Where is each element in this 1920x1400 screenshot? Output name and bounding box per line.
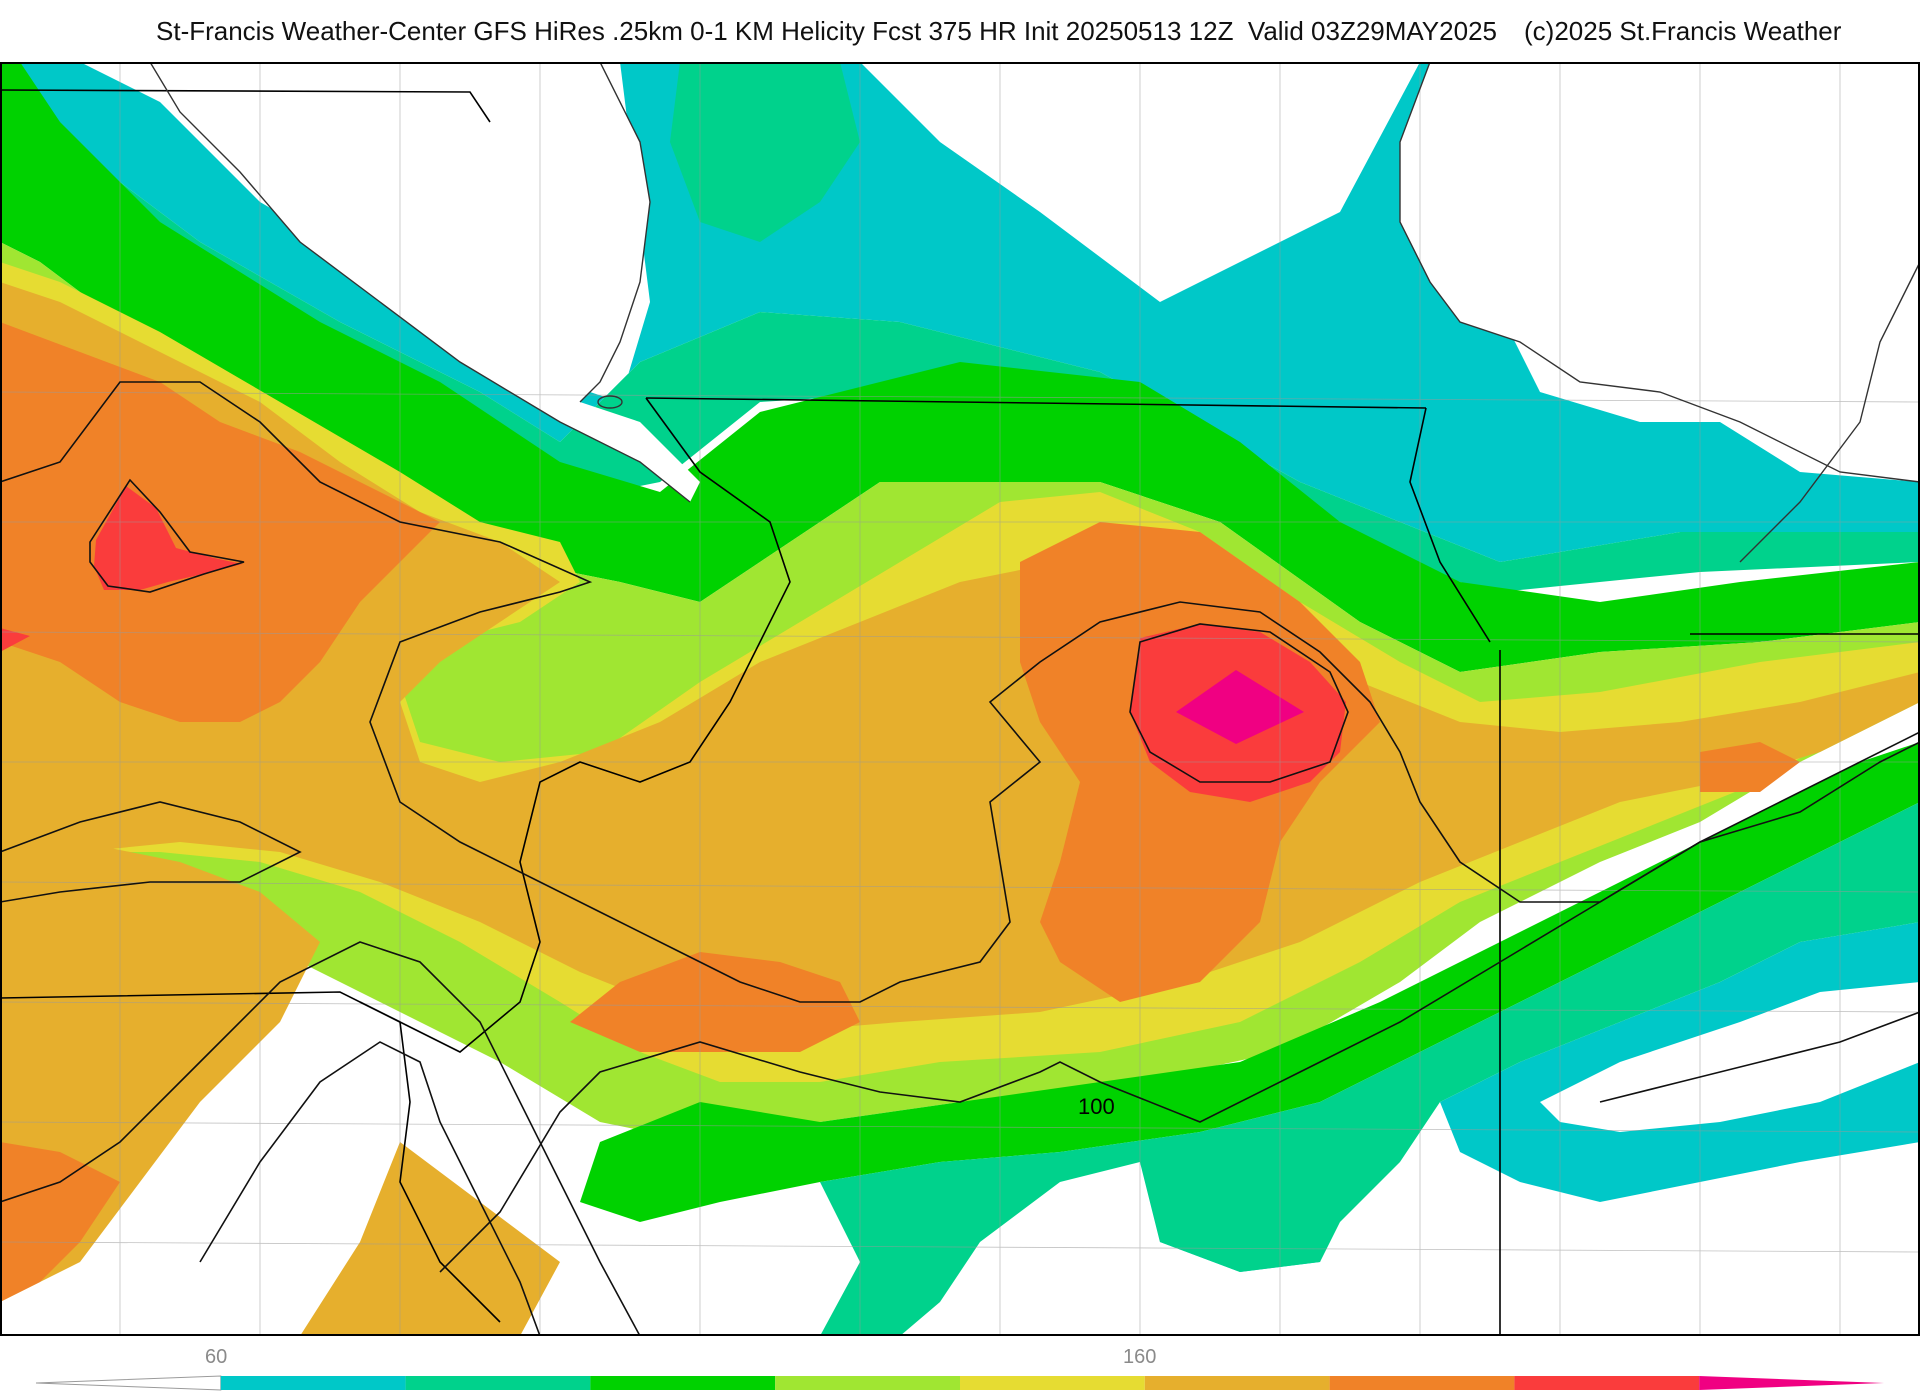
contour-line <box>0 801 302 903</box>
helicity-core-magenta <box>1176 670 1304 744</box>
map-title: St-Francis Weather-Center GFS HiRes .25k… <box>156 16 1497 46</box>
lake-region-east <box>1400 62 1920 482</box>
contour-line <box>89 478 245 593</box>
helicity-band-gold <box>0 282 1920 1336</box>
contour-line <box>439 731 1920 1273</box>
contour-line <box>1599 1011 1920 1103</box>
helicity-band-orange <box>0 322 1800 1302</box>
legend-swatch <box>1514 1376 1700 1390</box>
legend-swatch <box>35 1375 222 1391</box>
contour-line <box>199 1041 541 1336</box>
state-borders <box>0 89 1920 1336</box>
helicity-map: 100 <box>0 62 1920 1336</box>
legend-swatch <box>775 1376 960 1390</box>
legend-tick-label: 60 <box>205 1346 228 1368</box>
helicity-band-white-southeast <box>1540 982 1920 1132</box>
color-legend: 60 160 <box>0 1336 1920 1400</box>
legend-swatch <box>590 1376 776 1390</box>
legend-swatch <box>960 1376 1145 1390</box>
map-border <box>0 62 1920 1336</box>
county-lines <box>0 62 1920 1336</box>
contour-label: 100 <box>1078 1094 1115 1119</box>
contour-line <box>0 941 641 1336</box>
legend-swatches <box>35 1375 1884 1391</box>
helicity-contours <box>0 381 1920 1336</box>
helicity-band-cyan-south <box>1140 922 1920 1272</box>
legend-swatch <box>1329 1376 1515 1390</box>
legend-swatch <box>220 1376 406 1390</box>
coastlines <box>149 62 1920 563</box>
legend-swatch <box>405 1376 591 1390</box>
legend-swatch <box>1144 1376 1330 1390</box>
title-bar: St-Francis Weather-Center GFS HiRes .25k… <box>0 0 1920 62</box>
helicity-core-red-edge <box>0 628 30 652</box>
helicity-band-green-south <box>580 742 1920 1222</box>
helicity-core-red-west <box>94 486 242 590</box>
legend-swatch <box>1699 1376 1884 1390</box>
helicity-map-svg: 100 <box>0 62 1920 1336</box>
contour-line <box>0 381 1920 1003</box>
copyright-credit: (c)2025 St.Francis Weather <box>1524 16 1842 46</box>
contour-line <box>1129 623 1349 783</box>
helicity-band-teal-south <box>820 802 1920 1336</box>
helicity-band-green-north <box>0 62 1920 672</box>
legend-tick-label: 160 <box>1123 1346 1157 1368</box>
legend-colorbar <box>35 1375 1884 1391</box>
lake-region-west <box>150 62 700 502</box>
